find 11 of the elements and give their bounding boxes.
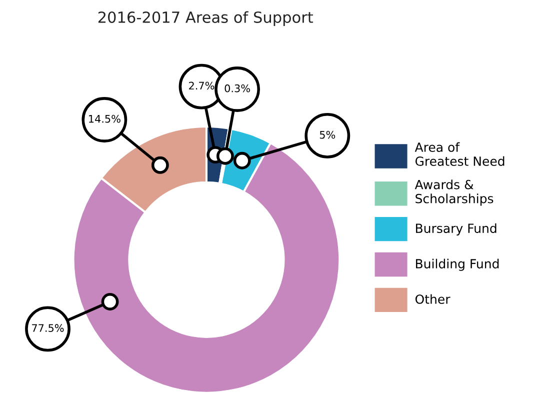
data-label: 0.3%: [224, 84, 250, 92]
legend-label: Area of Greatest Need: [414, 142, 504, 166]
data-label: 77.5%: [32, 324, 64, 332]
data-label: 14.5%: [89, 114, 120, 123]
chart-title: 2016-2017 Areas of Support: [98, 11, 314, 26]
data-label: 5%: [320, 130, 336, 139]
legend-label: Bursary Fund: [416, 223, 496, 236]
legend-label: Other: [415, 294, 450, 304]
legend-label: Awards & Scholarships: [414, 180, 494, 206]
data-label: 2.7%: [189, 82, 214, 90]
legend-label: Building Fund: [416, 258, 499, 271]
